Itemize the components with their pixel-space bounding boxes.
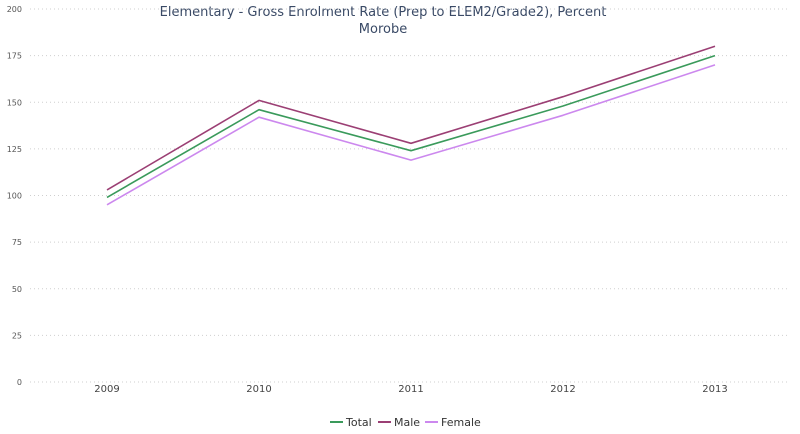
y-axis-ticks: 0 25 50 75 100 125 150 175 200 xyxy=(7,5,22,387)
legend-label: Female xyxy=(441,416,481,429)
legend-item-total[interactable]: Total xyxy=(330,416,372,429)
x-tick-label: 2011 xyxy=(398,384,423,395)
y-tick-label: 50 xyxy=(12,285,22,294)
legend-item-female[interactable]: Female xyxy=(425,416,481,429)
series-line-female[interactable] xyxy=(106,64,716,206)
series-line-total[interactable] xyxy=(106,54,716,199)
y-tick-label: 100 xyxy=(7,192,22,201)
x-tick-label: 2013 xyxy=(702,384,727,395)
series-layer xyxy=(106,45,716,206)
grid-layer xyxy=(30,8,790,383)
chart-title: Elementary - Gross Enrolment Rate (Prep … xyxy=(160,5,607,20)
x-tick-label: 2010 xyxy=(246,384,271,395)
series-line-male[interactable] xyxy=(106,45,716,191)
y-tick-label: 75 xyxy=(12,238,22,247)
legend-item-male[interactable]: Male xyxy=(378,416,420,429)
x-axis-ticks: 2009 2010 2011 2012 2013 xyxy=(94,384,727,395)
y-tick-label: 200 xyxy=(7,5,22,14)
y-tick-label: 0 xyxy=(17,378,22,387)
y-tick-label: 125 xyxy=(7,145,22,154)
y-tick-label: 25 xyxy=(12,331,22,340)
y-tick-label: 150 xyxy=(7,98,22,107)
x-tick-label: 2012 xyxy=(550,384,575,395)
y-tick-label: 175 xyxy=(7,52,22,61)
legend: Total Male Female xyxy=(330,416,481,429)
legend-label: Male xyxy=(394,416,420,429)
chart-subtitle: Morobe xyxy=(359,22,407,37)
legend-label: Total xyxy=(345,416,372,429)
x-tick-label: 2009 xyxy=(94,384,119,395)
